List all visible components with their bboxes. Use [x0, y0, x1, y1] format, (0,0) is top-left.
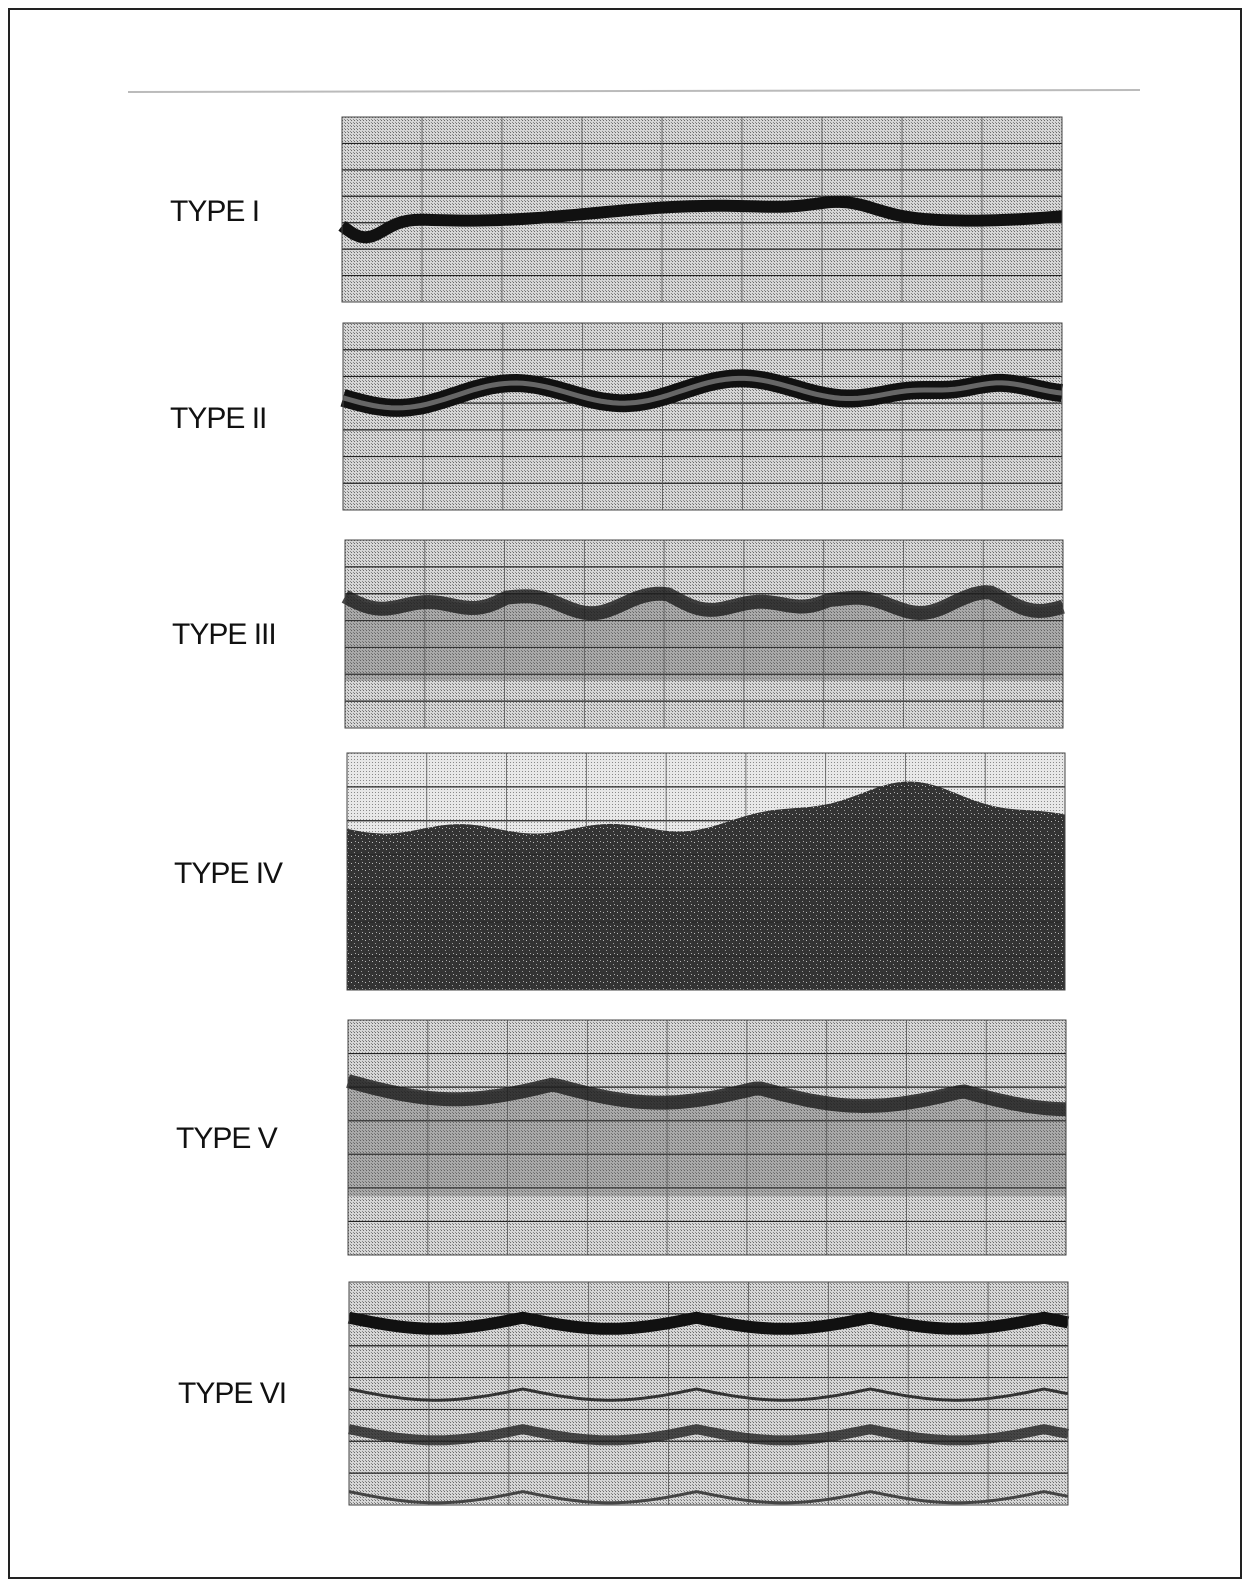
- panel-label: TYPE II: [170, 402, 266, 435]
- echogram-panel: [346, 1019, 1067, 1256]
- panel-label: TYPE III: [172, 618, 276, 651]
- panels: TYPE I TYPE II TYPE III TYPE IV TYPE V TYPE V…: [170, 116, 1070, 1506]
- panel-frame: [342, 322, 1063, 511]
- echo-layer: [345, 588, 1063, 681]
- panel-label: TYPE V: [176, 1122, 278, 1155]
- panel-frame: [341, 116, 1063, 303]
- echogram-panel: [340, 322, 1064, 511]
- panel-frame: [344, 539, 1064, 729]
- echogram-panel: [346, 752, 1066, 991]
- panel-label: TYPE VI: [178, 1377, 286, 1410]
- panel-frame: [347, 1019, 1067, 1256]
- echogram-panel: [341, 539, 1065, 729]
- panel-frame: [348, 1281, 1069, 1506]
- panel-label: TYPE IV: [174, 857, 283, 890]
- seabed-echo: [347, 1311, 1070, 1335]
- panel-background: [348, 1020, 1066, 1255]
- seabed-echo: [338, 195, 1063, 244]
- seabed-inner: [342, 375, 1063, 411]
- sub-reflector: [348, 1490, 1069, 1505]
- scan-edge: [127, 89, 1141, 93]
- echogram-panel: [347, 1281, 1070, 1506]
- panel-background: [343, 323, 1062, 510]
- dark-echo-mass: [347, 781, 1065, 990]
- seabed-echo: [341, 585, 1065, 621]
- sub-reflector: [348, 1387, 1069, 1402]
- panel-frame: [346, 752, 1066, 991]
- panel-label: TYPE I: [170, 195, 259, 228]
- seabed-echo: [346, 1074, 1067, 1117]
- echogram-panel: [338, 116, 1063, 303]
- page-border: [8, 8, 1242, 1579]
- panel-background: [345, 540, 1063, 728]
- sub-reflector: [348, 1424, 1069, 1446]
